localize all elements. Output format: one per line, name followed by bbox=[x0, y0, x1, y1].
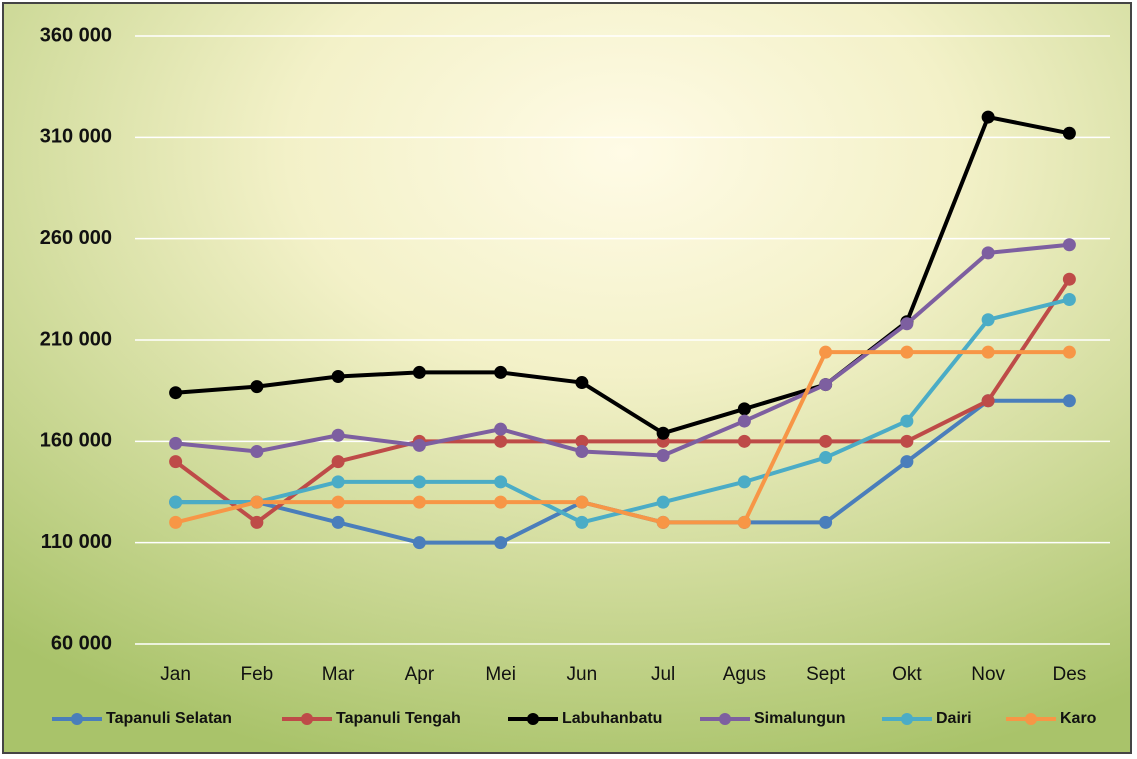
x-tick-label: Apr bbox=[405, 664, 435, 685]
x-tick-label: Sept bbox=[806, 664, 846, 685]
x-tick-label: Feb bbox=[241, 664, 274, 685]
x-tick-label: Jan bbox=[160, 664, 191, 685]
data-point bbox=[169, 515, 183, 529]
data-point bbox=[169, 436, 183, 450]
data-point bbox=[494, 536, 508, 550]
y-tick-label: 360 000 bbox=[40, 24, 112, 46]
legend-label: Dairi bbox=[936, 710, 972, 727]
y-tick-label: 310 000 bbox=[40, 126, 112, 148]
data-point bbox=[169, 495, 183, 509]
data-point bbox=[250, 380, 264, 394]
data-point bbox=[900, 455, 914, 469]
data-point bbox=[1062, 292, 1076, 306]
y-tick-label: 260 000 bbox=[40, 227, 112, 249]
data-point bbox=[1062, 126, 1076, 140]
data-point bbox=[331, 495, 345, 509]
data-point bbox=[412, 536, 426, 550]
x-tick-label: Agus bbox=[723, 664, 766, 685]
legend-label: Labuhanbatu bbox=[562, 710, 662, 727]
data-point bbox=[412, 365, 426, 379]
data-point bbox=[737, 475, 751, 489]
legend-label: Tapanuli Selatan bbox=[106, 710, 232, 727]
data-point bbox=[575, 515, 589, 529]
legend-marker bbox=[301, 713, 313, 725]
series-line bbox=[174, 278, 1072, 525]
legend-marker bbox=[719, 713, 731, 725]
data-point bbox=[575, 376, 589, 390]
data-point bbox=[250, 444, 264, 458]
data-point bbox=[900, 414, 914, 428]
data-point bbox=[900, 317, 914, 331]
data-point bbox=[819, 434, 833, 448]
data-point bbox=[412, 438, 426, 452]
legend-marker bbox=[1025, 713, 1037, 725]
data-point bbox=[656, 495, 670, 509]
legend-marker bbox=[527, 713, 539, 725]
data-point bbox=[981, 110, 995, 124]
data-point bbox=[737, 402, 751, 416]
legend-marker bbox=[901, 713, 913, 725]
data-point bbox=[1062, 238, 1076, 252]
data-point bbox=[981, 313, 995, 327]
x-tick-label: Jul bbox=[651, 664, 675, 685]
x-tick-label: Des bbox=[1052, 664, 1086, 685]
data-point bbox=[1062, 394, 1076, 408]
data-point bbox=[656, 426, 670, 440]
legend-label: Karo bbox=[1060, 710, 1097, 727]
data-point bbox=[656, 515, 670, 529]
data-point bbox=[169, 386, 183, 400]
x-tick-label: Mei bbox=[485, 664, 516, 685]
data-point bbox=[737, 434, 751, 448]
data-point bbox=[656, 449, 670, 463]
data-point bbox=[981, 345, 995, 359]
data-point bbox=[412, 475, 426, 489]
data-point bbox=[331, 369, 345, 383]
y-tick-label: 160 000 bbox=[40, 430, 112, 452]
y-tick-label: 210 000 bbox=[40, 328, 112, 350]
data-point bbox=[331, 428, 345, 442]
data-point bbox=[250, 515, 264, 529]
data-point bbox=[412, 495, 426, 509]
data-point bbox=[737, 515, 751, 529]
data-point bbox=[494, 422, 508, 436]
legend-label: Simalungun bbox=[754, 710, 846, 727]
series-line bbox=[175, 350, 1070, 525]
data-point bbox=[331, 475, 345, 489]
y-tick-label: 60 000 bbox=[51, 632, 112, 654]
series-line bbox=[175, 242, 1070, 458]
data-point bbox=[900, 434, 914, 448]
x-tick-label: Jun bbox=[567, 664, 598, 685]
data-point bbox=[575, 434, 589, 448]
data-point bbox=[819, 451, 833, 465]
y-tick-label: 110 000 bbox=[41, 531, 112, 553]
legend-marker bbox=[71, 713, 83, 725]
data-point bbox=[819, 515, 833, 529]
data-point bbox=[331, 455, 345, 469]
data-point bbox=[575, 495, 589, 509]
data-point bbox=[981, 394, 995, 408]
data-point bbox=[494, 434, 508, 448]
data-point bbox=[494, 475, 508, 489]
data-point bbox=[494, 365, 508, 379]
data-point bbox=[575, 444, 589, 458]
data-point bbox=[1062, 345, 1076, 359]
x-tick-label: Mar bbox=[322, 664, 355, 685]
x-tick-label: Okt bbox=[892, 664, 922, 685]
x-tick-label: Nov bbox=[971, 664, 1005, 685]
data-point bbox=[819, 345, 833, 359]
legend-label: Tapanuli Tengah bbox=[336, 710, 461, 727]
data-point bbox=[169, 455, 183, 469]
data-point bbox=[981, 246, 995, 260]
data-point bbox=[900, 345, 914, 359]
data-point bbox=[819, 378, 833, 392]
data-point bbox=[737, 414, 751, 428]
data-point bbox=[494, 495, 508, 509]
data-point bbox=[1062, 272, 1076, 286]
series-line bbox=[175, 115, 1070, 436]
data-point bbox=[331, 515, 345, 529]
data-point bbox=[250, 495, 264, 509]
